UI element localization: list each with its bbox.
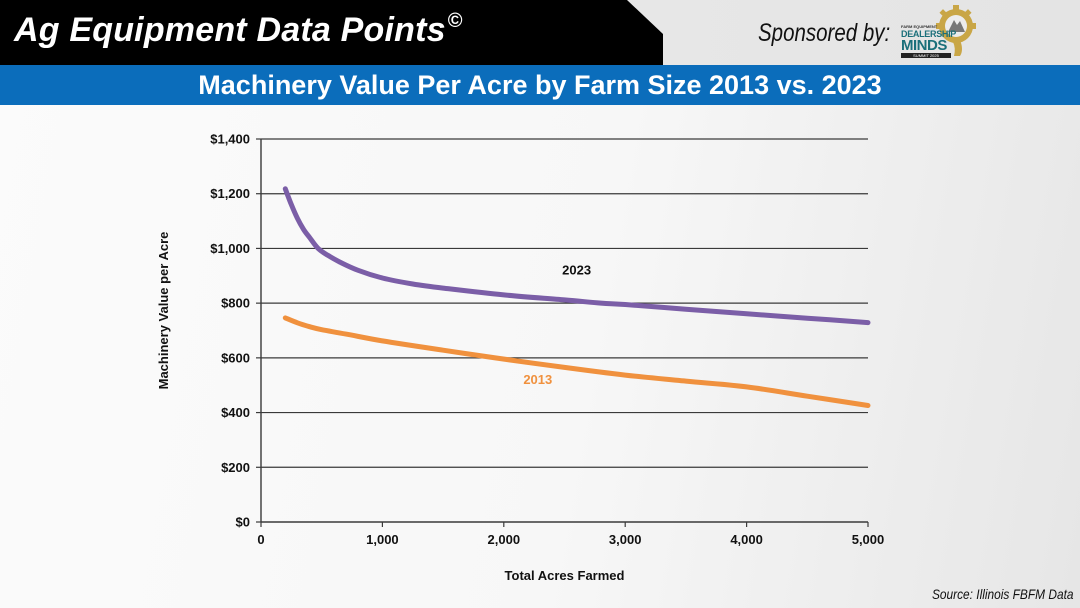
x-tick-label: 1,000: [366, 532, 399, 547]
y-tick-label: $600: [221, 350, 250, 365]
slide-title: Machinery Value Per Acre by Farm Size 20…: [198, 70, 882, 100]
brand-banner: [0, 0, 663, 65]
x-axis-title: Total Acres Farmed: [505, 568, 625, 583]
logo-summit-text: SUMMIT 2025: [901, 53, 951, 58]
x-tick-label: 2,000: [488, 532, 521, 547]
logo-minds-text: MINDS: [901, 37, 947, 54]
y-axis-title: Machinery Value per Acre: [156, 232, 171, 390]
title-band: [0, 65, 1080, 105]
x-tick-label: 0: [257, 532, 264, 547]
y-tick-label: $1,000: [210, 241, 250, 256]
copyright-mark: ©: [447, 10, 463, 32]
axes: [256, 138, 869, 527]
x-tick-label: 4,000: [730, 532, 763, 547]
series-label-2013: 2013: [523, 372, 552, 387]
y-tick-label: $200: [221, 460, 250, 475]
y-tick-label: $1,200: [210, 186, 250, 201]
logo-dealership-text: DEALERSHIP: [901, 29, 957, 39]
series-annotations: 2023 2013: [523, 262, 591, 386]
sponsor-logo: FARM EQUIPMENT DEALERSHIP MINDS SUMMIT 2…: [898, 4, 978, 60]
logo-small-text: FARM EQUIPMENT: [901, 24, 938, 29]
series-label-2023: 2023: [562, 262, 591, 277]
sponsor-label: Sponsored by:: [758, 19, 891, 47]
gear-lightbulb-icon: [936, 5, 976, 56]
gridlines: [261, 138, 868, 468]
source-note: Source: Illinois FBFM Data: [931, 586, 1073, 602]
brand-title: Ag Equipment Data Points ©: [14, 10, 463, 50]
series-line-2023: [282, 186, 871, 326]
tick-labels: $0 $200 $400 $600 $800 $1,000 $1,200 $1,400 0 1,0…: [210, 132, 884, 548]
x-tick-label: 3,000: [609, 532, 642, 547]
y-tick-label: $800: [221, 296, 250, 311]
series-line-2013: [282, 315, 871, 408]
y-tick-label: $1,400: [210, 132, 250, 147]
brand-title-text: Ag Equipment Data Points: [14, 11, 446, 49]
y-tick-label: $400: [221, 405, 250, 420]
y-tick-label: $0: [236, 515, 250, 530]
series-lines: [282, 186, 871, 408]
x-tick-label: 5,000: [852, 532, 885, 547]
